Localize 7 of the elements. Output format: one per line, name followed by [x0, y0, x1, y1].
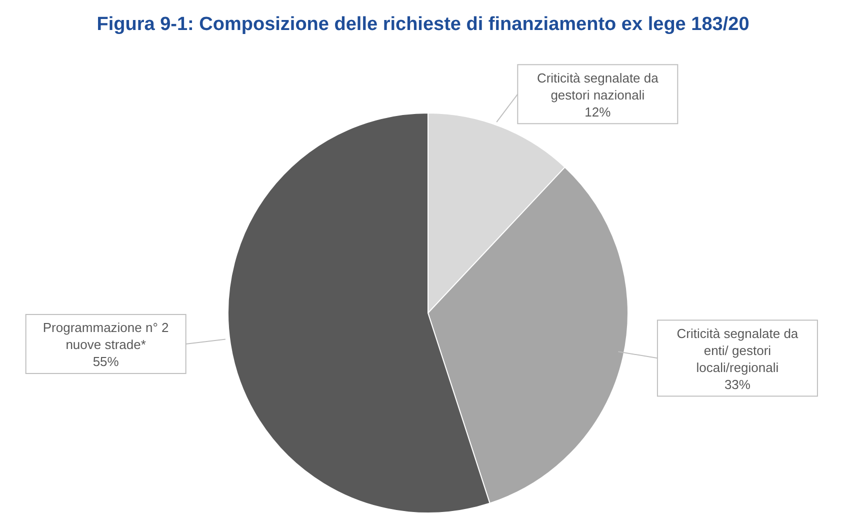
- data-label: 33%: [724, 376, 751, 392]
- chart-title: Figura 9-1: Composizione delle richieste di finanziamento ex lege 183/20: [96, 14, 750, 35]
- slice-label: Criticità segnalate da enti/ gestori locali/regionali: [676, 326, 799, 375]
- data-label: 55%: [92, 354, 120, 370]
- slice-label: Programmazione n° 2 nuove strade*: [42, 320, 169, 352]
- data-label: 12%: [584, 104, 612, 120]
- slice-label: Criticità segnalate da gestori nazionali: [536, 70, 660, 102]
